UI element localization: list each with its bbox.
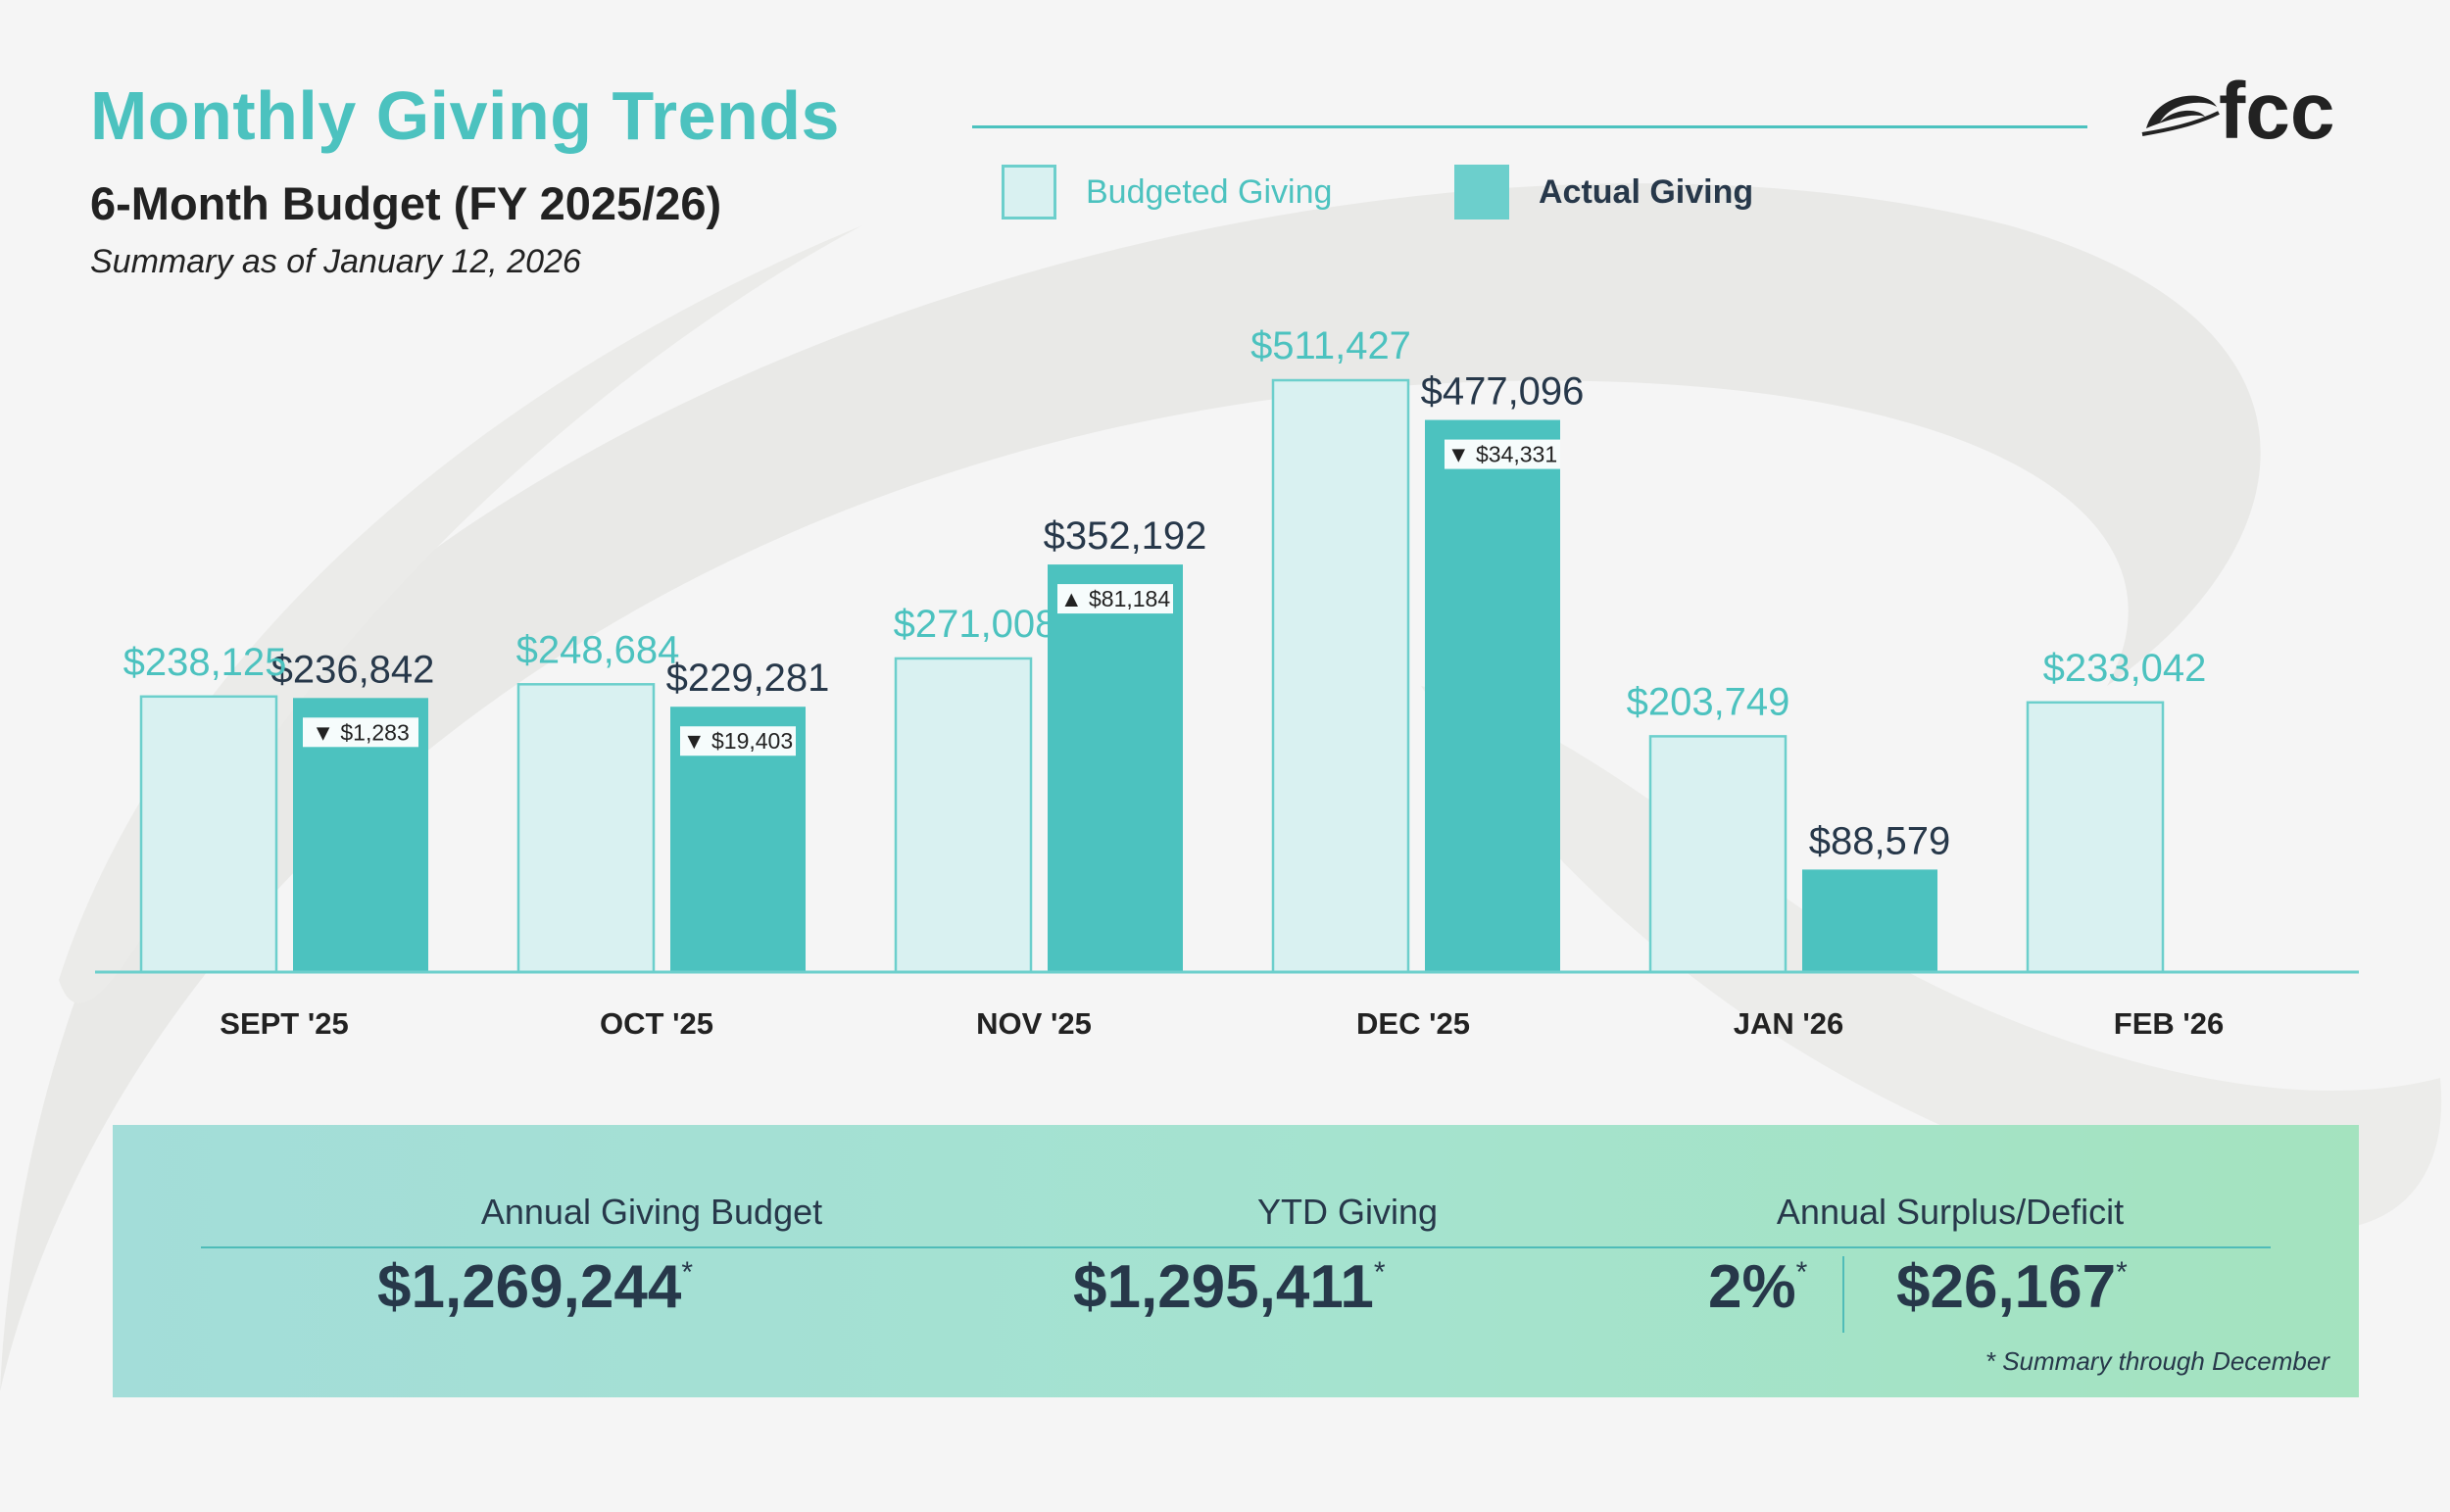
legend-actual: Actual Giving xyxy=(1454,165,1753,219)
variance-badge xyxy=(303,717,418,748)
legend-budgeted-swatch xyxy=(1002,165,1056,219)
category-label: SEPT '25 xyxy=(220,1006,348,1041)
category-label: NOV '25 xyxy=(976,1006,1092,1041)
category-label: JAN '26 xyxy=(1734,1006,1843,1041)
legend-actual-label: Actual Giving xyxy=(1539,172,1754,211)
actual-value-label: $236,842 xyxy=(271,648,435,691)
ytd-giving-amount: $1,295,411 xyxy=(1073,1253,1374,1321)
actual-bar xyxy=(1425,419,1560,972)
annual-budget-asterisk: * xyxy=(681,1256,693,1289)
variance-badge xyxy=(1057,584,1173,614)
category-label: FEB '26 xyxy=(2114,1006,2224,1041)
budget-bar xyxy=(139,695,278,974)
page-title: Monthly Giving Trends xyxy=(90,77,840,154)
budget-bar xyxy=(894,657,1033,974)
variance-label: ▼ $1,283 xyxy=(312,719,410,745)
header-divider xyxy=(972,125,2087,128)
surplus-deficit-label: Annual Surplus/Deficit xyxy=(1776,1192,2125,1232)
fcc-logo-text: fcc xyxy=(2219,73,2335,152)
surplus-percent-asterisk: * xyxy=(1795,1256,1808,1289)
actual-bar xyxy=(1802,869,1937,972)
budget-value-label: $233,042 xyxy=(2043,647,2207,690)
ytd-giving-label: YTD Giving xyxy=(1256,1192,1439,1232)
budget-bar xyxy=(516,683,656,974)
surplus-percent: 2%* xyxy=(1708,1252,1807,1322)
summary-panel: Annual Giving Budget YTD Giving Annual S… xyxy=(113,1125,2359,1397)
variance-badge xyxy=(680,726,796,756)
annual-budget-label: Annual Giving Budget xyxy=(480,1192,823,1232)
summary-footnote: * Summary through December xyxy=(1984,1346,2329,1376)
legend-budgeted: Budgeted Giving xyxy=(1002,165,1332,219)
budget-bar xyxy=(1648,735,1788,974)
actual-value-label: $88,579 xyxy=(1809,819,1951,862)
variance-badge xyxy=(1445,439,1560,469)
actual-value-label: $352,192 xyxy=(1044,514,1207,558)
ytd-giving-asterisk: * xyxy=(1373,1256,1386,1289)
budget-value-label: $248,684 xyxy=(516,628,680,671)
summary-date: Summary as of January 12, 2026 xyxy=(90,243,581,280)
budget-value-label: $203,749 xyxy=(1627,680,1790,723)
ytd-giving-value: $1,295,411* xyxy=(1073,1252,1386,1322)
actual-bar xyxy=(1048,564,1183,972)
actual-value-label: $229,281 xyxy=(666,657,830,700)
surplus-amount: $26,167* xyxy=(1896,1252,2128,1322)
legend-actual-swatch xyxy=(1454,165,1509,219)
annual-budget-value: $1,269,244* xyxy=(377,1252,693,1322)
summary-vertical-divider xyxy=(1842,1256,1844,1333)
legend-budgeted-label: Budgeted Giving xyxy=(1086,172,1333,211)
category-label: OCT '25 xyxy=(600,1006,713,1041)
actual-value-label: $477,096 xyxy=(1421,370,1585,414)
surplus-amount-value: $26,167 xyxy=(1896,1253,2117,1321)
annual-budget-amount: $1,269,244 xyxy=(377,1253,682,1321)
variance-label: ▼ $19,403 xyxy=(683,728,793,754)
summary-divider-line xyxy=(201,1246,2271,1248)
surplus-percent-value: 2% xyxy=(1708,1253,1796,1321)
budget-value-label: $238,125 xyxy=(123,641,287,684)
budget-value-label: $511,427 xyxy=(1250,324,1411,367)
budget-bar xyxy=(1271,378,1410,974)
variance-label: ▼ $34,331 xyxy=(1447,442,1557,467)
variance-label: ▲ $81,184 xyxy=(1060,586,1171,611)
budget-bar xyxy=(2026,701,2165,974)
category-label: DEC '25 xyxy=(1356,1006,1470,1041)
fcc-logo: fcc xyxy=(2141,73,2335,152)
page-subtitle: 6-Month Budget (FY 2025/26) xyxy=(90,177,722,229)
budget-value-label: $271,008 xyxy=(894,603,1057,646)
surplus-amount-asterisk: * xyxy=(2116,1256,2128,1289)
